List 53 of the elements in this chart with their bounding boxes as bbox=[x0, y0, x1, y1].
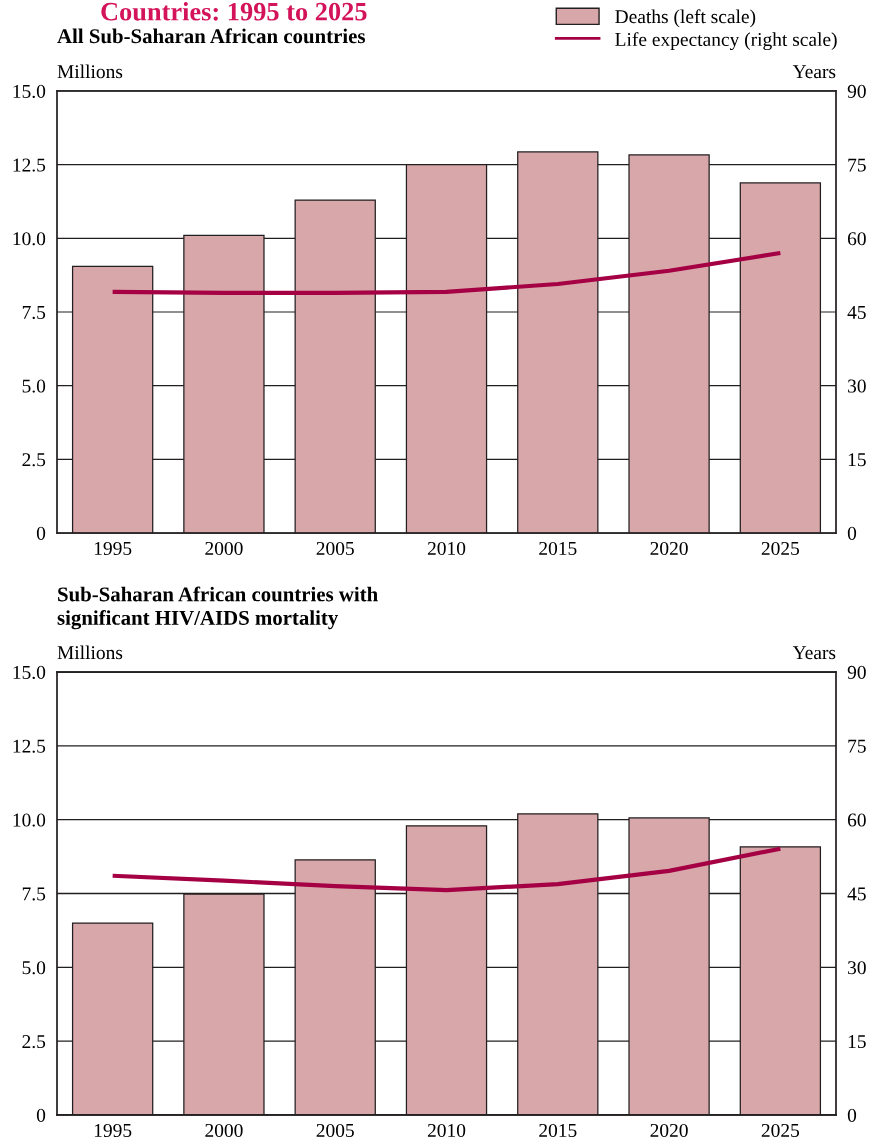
y2-tick-label: 90 bbox=[847, 84, 866, 98]
y2-axis-title: Years bbox=[792, 646, 836, 660]
x-tick-label: 1995 bbox=[94, 541, 132, 556]
y-tick-label: 12.5 bbox=[13, 739, 46, 753]
x-tick-label: 1995 bbox=[94, 1123, 132, 1137]
y-tick-label: 12.5 bbox=[13, 158, 46, 172]
x-tick-label: 2015 bbox=[539, 541, 577, 556]
y-tick-label: 2.5 bbox=[22, 1035, 46, 1049]
y-tick-label: 15.0 bbox=[13, 84, 46, 99]
y2-tick-label: 75 bbox=[848, 158, 866, 172]
x-tick-label: 2010 bbox=[427, 541, 466, 556]
y2-tick-label: 60 bbox=[847, 232, 866, 246]
y-tick-label: 10.0 bbox=[13, 813, 46, 827]
x-tick-label: 2025 bbox=[761, 1123, 800, 1137]
y-tick-label: 15.0 bbox=[13, 665, 46, 680]
y-tick-label: 0 bbox=[36, 526, 46, 540]
x-tick-label: 2015 bbox=[539, 1123, 577, 1137]
x-tick-label: 2020 bbox=[650, 1123, 688, 1137]
chart-title: Sub-Saharan African countries with significant HIV/AIDS mortality bbox=[57, 586, 378, 630]
chart-subtitle: All Sub-Saharan African countries bbox=[57, 28, 365, 44]
x-tick-label: 2010 bbox=[427, 1123, 466, 1137]
y-tick-label: 7.5 bbox=[22, 887, 46, 901]
x-tick-label: 2000 bbox=[205, 541, 243, 556]
y-tick-label: 10.0 bbox=[13, 232, 46, 246]
y2-tick-label: 15 bbox=[848, 1035, 866, 1049]
y2-tick-label: 0 bbox=[847, 1108, 857, 1122]
y-tick-label: 5.0 bbox=[22, 379, 46, 393]
y-tick-label: 2.5 bbox=[22, 453, 46, 467]
y2-tick-label: 90 bbox=[847, 665, 866, 679]
chart-title: Countries: 1995 to 2025 bbox=[101, 2, 367, 21]
y2-tick-label: 0 bbox=[847, 526, 857, 540]
legend-label: Life expectancy (right scale) bbox=[615, 32, 837, 51]
x-tick-label: 2020 bbox=[650, 541, 688, 556]
y2-tick-label: 45 bbox=[847, 305, 866, 319]
x-tick-label: 2025 bbox=[761, 541, 800, 556]
line-series bbox=[110, 846, 783, 893]
y2-tick-label: 75 bbox=[848, 739, 866, 753]
y2-tick-label: 30 bbox=[848, 961, 866, 975]
y2-tick-label: 30 bbox=[848, 379, 866, 393]
x-tick-label: 2005 bbox=[316, 541, 354, 556]
y2-tick-label: 15 bbox=[848, 453, 866, 467]
x-tick-label: 2000 bbox=[205, 1123, 243, 1137]
y2-tick-label: 60 bbox=[847, 813, 866, 827]
y-tick-label: 0 bbox=[36, 1108, 46, 1122]
line-series bbox=[110, 250, 783, 295]
y-tick-label: 7.5 bbox=[22, 306, 46, 320]
y2-tick-label: 45 bbox=[847, 887, 866, 901]
y-axis-title: Millions bbox=[57, 64, 123, 79]
legend-label: Deaths (left scale) bbox=[615, 9, 756, 28]
y-tick-label: 5.0 bbox=[22, 961, 46, 975]
y2-axis-title: Years bbox=[792, 65, 836, 79]
y-axis-title: Millions bbox=[57, 645, 123, 660]
x-tick-label: 2005 bbox=[316, 1123, 354, 1137]
